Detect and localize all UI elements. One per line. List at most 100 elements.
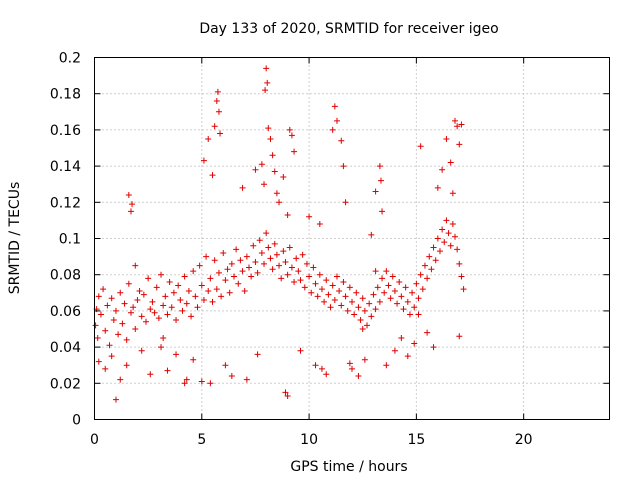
data-point bbox=[273, 251, 280, 258]
data-point bbox=[188, 313, 195, 320]
data-point bbox=[449, 221, 456, 228]
data-point bbox=[372, 268, 379, 275]
y-tick-label: 0.02 bbox=[50, 376, 81, 392]
data-point bbox=[282, 259, 289, 266]
data-point bbox=[241, 287, 248, 294]
data-point bbox=[443, 217, 450, 224]
data-point bbox=[265, 125, 272, 132]
data-point bbox=[338, 137, 345, 144]
data-point bbox=[286, 244, 293, 251]
data-point bbox=[261, 181, 268, 188]
data-point bbox=[170, 289, 177, 296]
data-point bbox=[117, 376, 124, 383]
data-point bbox=[129, 201, 136, 208]
y-tick-label: 0 bbox=[72, 413, 81, 429]
data-point bbox=[316, 221, 323, 228]
data-point bbox=[342, 293, 349, 300]
y-tick-label: 0.06 bbox=[50, 304, 81, 320]
x-tick-label: 20 bbox=[515, 432, 533, 448]
data-point bbox=[160, 335, 167, 342]
data-point bbox=[92, 322, 99, 329]
data-point bbox=[355, 304, 362, 311]
data-point bbox=[306, 273, 313, 280]
data-point bbox=[357, 316, 364, 323]
data-point bbox=[280, 173, 287, 180]
data-point bbox=[243, 376, 250, 383]
data-point bbox=[301, 284, 308, 291]
data-point bbox=[458, 273, 465, 280]
data-point bbox=[209, 298, 216, 305]
data-point bbox=[95, 358, 102, 365]
data-point bbox=[262, 87, 269, 94]
data-point bbox=[291, 148, 298, 155]
data-point bbox=[235, 280, 242, 287]
data-point bbox=[115, 331, 122, 338]
data-point bbox=[160, 302, 167, 309]
data-point bbox=[316, 271, 323, 278]
data-point bbox=[389, 273, 396, 280]
data-point bbox=[130, 304, 137, 311]
data-point bbox=[361, 307, 368, 314]
data-point bbox=[248, 273, 255, 280]
data-point bbox=[177, 297, 184, 304]
data-point bbox=[291, 278, 298, 285]
data-point bbox=[108, 353, 115, 360]
data-point bbox=[349, 298, 355, 305]
data-point bbox=[323, 277, 330, 284]
data-point bbox=[372, 306, 379, 313]
data-point bbox=[125, 192, 132, 199]
data-point bbox=[430, 244, 437, 251]
data-point bbox=[342, 199, 349, 206]
grid bbox=[94, 57, 610, 420]
data-point bbox=[349, 365, 355, 372]
data-point bbox=[119, 320, 126, 327]
data-point bbox=[447, 159, 454, 166]
x-tick-label: 15 bbox=[407, 432, 425, 448]
data-point bbox=[237, 257, 244, 264]
y-tick-label: 0.08 bbox=[50, 268, 81, 284]
data-point bbox=[439, 226, 446, 233]
data-point bbox=[417, 271, 424, 278]
data-point bbox=[452, 117, 458, 124]
data-point bbox=[383, 362, 390, 369]
data-point bbox=[376, 163, 383, 170]
data-point bbox=[426, 253, 433, 260]
data-point bbox=[233, 246, 240, 253]
data-point bbox=[181, 380, 188, 387]
y-axis-label: SRMTID / TECUs bbox=[7, 182, 23, 295]
data-point bbox=[269, 266, 276, 273]
data-point bbox=[264, 79, 271, 86]
data-point bbox=[381, 289, 388, 296]
data-point bbox=[205, 135, 212, 142]
data-point bbox=[331, 103, 338, 110]
data-point bbox=[228, 373, 235, 380]
data-point bbox=[215, 108, 222, 115]
data-point bbox=[364, 322, 371, 329]
data-point bbox=[443, 135, 450, 142]
data-point bbox=[409, 289, 416, 296]
data-point bbox=[308, 289, 315, 296]
data-point bbox=[267, 135, 274, 142]
y-tick-label: 0.12 bbox=[50, 195, 81, 211]
y-tick-label: 0.14 bbox=[50, 159, 81, 175]
data-point bbox=[413, 280, 420, 287]
data-point bbox=[368, 313, 375, 320]
data-point bbox=[396, 278, 403, 285]
data-point bbox=[402, 284, 409, 291]
data-point bbox=[207, 380, 214, 387]
data-point bbox=[263, 65, 270, 72]
data-point bbox=[370, 291, 377, 298]
y-tick-label: 0.04 bbox=[50, 340, 81, 356]
data-point bbox=[121, 300, 128, 307]
data-points bbox=[92, 65, 467, 403]
data-point bbox=[252, 166, 259, 173]
data-point bbox=[158, 271, 165, 278]
data-point bbox=[252, 259, 259, 266]
data-point bbox=[196, 262, 203, 269]
data-point bbox=[372, 188, 379, 195]
data-point bbox=[303, 260, 310, 267]
data-point bbox=[312, 280, 319, 287]
data-point bbox=[441, 239, 448, 246]
data-point bbox=[224, 266, 231, 273]
data-point bbox=[400, 306, 407, 313]
